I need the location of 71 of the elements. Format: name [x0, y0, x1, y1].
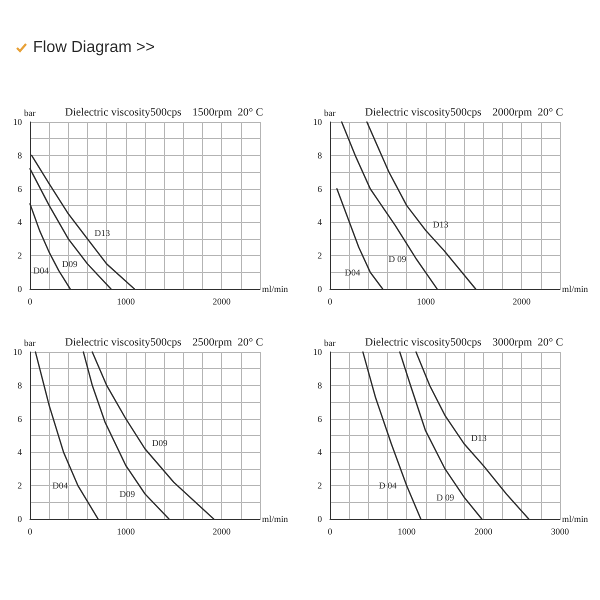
series-label: D09 — [120, 488, 136, 499]
y-tick-label: 2 — [318, 250, 322, 261]
y-tick-label: 8 — [18, 150, 22, 160]
chart-title: Dielectric viscosity500cps 2500rpm 20° C — [65, 336, 264, 348]
x-axis-title: ml/min — [262, 284, 288, 294]
y-tick-label: 10 — [313, 347, 322, 357]
y-tick-label: 0 — [318, 514, 322, 524]
line-series — [366, 121, 476, 290]
y-axis-title: bar — [324, 338, 336, 348]
series-label: D13 — [471, 432, 488, 443]
series-label: D04 — [344, 267, 361, 278]
series-label: D13 — [432, 220, 449, 230]
x-tick-label: 0 — [28, 526, 33, 536]
y-tick-label: 0 — [318, 284, 322, 294]
y-tick-label: 2 — [18, 480, 22, 491]
series-label: D13 — [94, 228, 110, 238]
x-tick-label: 1000 — [116, 526, 136, 536]
y-tick-label: 8 — [318, 380, 322, 390]
series-label: D04 — [52, 480, 68, 491]
x-tick-label: 1000 — [398, 526, 416, 536]
y-tick-label: 6 — [318, 414, 322, 424]
x-tick-label: 2000 — [474, 526, 493, 536]
y-tick-label: 6 — [18, 184, 22, 194]
line-series — [34, 351, 99, 520]
y-tick-label: 8 — [318, 150, 322, 160]
line-series — [92, 351, 214, 520]
line-series — [336, 188, 384, 290]
y-tick-label: 6 — [18, 414, 22, 424]
series-label: D04 — [33, 266, 50, 276]
x-tick-label: 0 — [328, 526, 333, 536]
y-axis-title: bar — [24, 338, 36, 348]
y-tick-label: 8 — [18, 380, 22, 390]
y-tick-label: 4 — [318, 217, 322, 228]
x-tick-label: 2000 — [512, 296, 532, 306]
y-axis-title: bar — [24, 108, 36, 118]
x-axis-title: ml/min — [262, 514, 288, 524]
y-tick-label: 10 — [13, 117, 22, 127]
series-label: D 09 — [388, 254, 407, 264]
line-series — [82, 351, 170, 520]
x-tick-label: 0 — [328, 296, 333, 306]
series-label: D 09 — [436, 492, 455, 502]
series-label: D 04 — [378, 480, 398, 491]
text: Flow Diagram >> — [33, 39, 155, 57]
x-tick-label: 1000 — [416, 296, 436, 306]
chart-title: Dielectric viscosity500cps 3000rpm 20° C — [365, 336, 564, 348]
line-series — [29, 168, 112, 290]
line-series — [362, 351, 422, 520]
x-axis-title: ml/min — [562, 284, 588, 294]
line-series — [30, 154, 136, 290]
x-tick-label: 2000 — [212, 526, 232, 536]
y-tick-label: 4 — [18, 217, 22, 228]
y-tick-label: 2 — [18, 250, 22, 261]
chart-title: Dielectric viscosity500cps 2000rpm 20° C — [365, 106, 564, 118]
y-tick-label: 6 — [318, 184, 322, 194]
y-tick-label: 4 — [318, 447, 322, 458]
x-axis-title: ml/min — [562, 514, 588, 524]
y-tick-label: 10 — [313, 117, 322, 127]
series-label: D09 — [62, 258, 78, 269]
y-axis-title: bar — [324, 108, 336, 118]
y-tick-label: 0 — [18, 284, 22, 294]
chart-title: Dielectric viscosity500cps 1500rpm 20° C — [65, 106, 264, 118]
y-tick-label: 0 — [18, 514, 22, 524]
x-tick-label: 0 — [28, 296, 33, 306]
x-tick-label: 1000 — [116, 296, 136, 306]
line-series — [415, 351, 530, 520]
x-tick-label: 3000 — [551, 526, 570, 536]
y-tick-label: 2 — [318, 480, 322, 491]
y-tick-label: 10 — [13, 347, 22, 357]
y-tick-label: 4 — [18, 447, 22, 458]
series-label: D09 — [152, 438, 168, 448]
x-tick-label: 2000 — [212, 296, 232, 306]
